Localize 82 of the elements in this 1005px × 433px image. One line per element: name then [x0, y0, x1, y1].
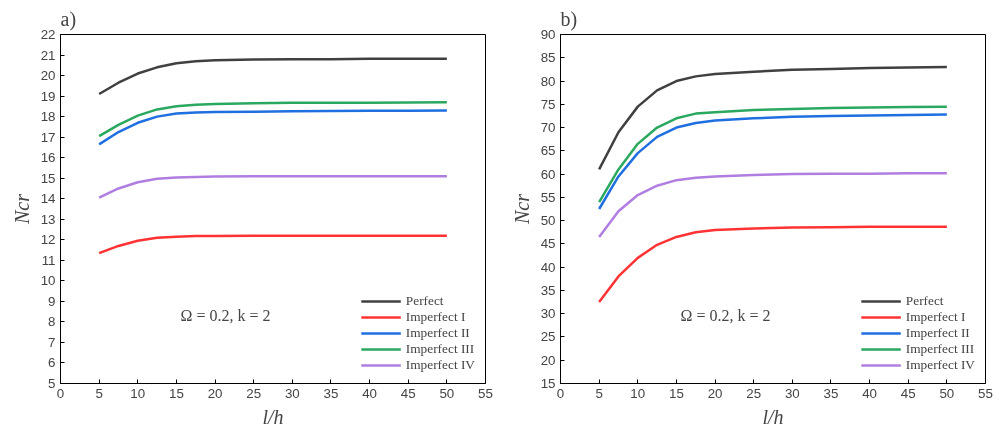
y-tick-label: 11: [41, 252, 56, 268]
y-axis-title: Ncr: [10, 193, 33, 225]
line-series: [97, 234, 449, 255]
annotation: Ω = 0.2, k = 2: [680, 306, 771, 324]
x-tick-label: 30: [784, 385, 800, 401]
chart-title: b): [560, 7, 578, 31]
x-tick-label: 25: [746, 385, 762, 401]
y-tick-label: 7: [48, 334, 56, 350]
y-tick-label: 60: [540, 166, 556, 182]
y-tick-label: 30: [540, 306, 556, 322]
y-tick-label: 20: [540, 352, 556, 368]
y-tick-label: 80: [540, 73, 556, 89]
y-tick-label: 55: [540, 189, 556, 205]
legend-label: Imperfect I: [405, 309, 466, 325]
line-series: [97, 174, 449, 199]
y-tick-label: 75: [540, 96, 556, 112]
y-tick-label: 10: [40, 273, 56, 289]
y-tick-label: 6: [48, 355, 56, 371]
line-series: [597, 225, 949, 304]
line-series: [97, 109, 449, 146]
x-tick-label: 50: [439, 385, 455, 401]
x-tick-label: 0: [556, 385, 565, 401]
legend-label: Imperfect II: [405, 325, 470, 341]
x-tick-label: 55: [478, 385, 493, 401]
y-tick-label: 18: [40, 109, 56, 125]
y-tick-label: 17: [40, 129, 56, 145]
line-series: [97, 57, 449, 96]
y-tick-label: 22: [40, 27, 56, 42]
y-tick-label: 14: [40, 191, 57, 207]
x-tick-label: 45: [400, 385, 416, 401]
y-tick-label: 45: [540, 236, 556, 252]
x-tick-label: 25: [246, 385, 262, 401]
x-axis-title: l/h: [262, 405, 284, 428]
x-tick-label: 35: [823, 385, 839, 401]
line-series: [597, 65, 949, 171]
x-tick-label: 40: [862, 385, 878, 401]
y-tick-label: 50: [540, 213, 556, 229]
y-tick-label: 8: [48, 314, 56, 330]
x-tick-label: 5: [595, 385, 603, 401]
x-tick-label: 45: [900, 385, 916, 401]
x-tick-label: 15: [669, 385, 684, 401]
y-tick-label: 70: [540, 120, 556, 136]
line-series: [97, 101, 449, 138]
x-tick-label: 10: [630, 385, 646, 401]
x-axis-title: l/h: [762, 405, 784, 428]
y-tick-label: 15: [40, 170, 56, 186]
chart-title: a): [60, 7, 77, 31]
y-tick-label: 20: [40, 68, 56, 84]
legend-label: Imperfect I: [905, 309, 966, 325]
x-tick-label: 55: [978, 385, 993, 401]
x-tick-label: 35: [323, 385, 339, 401]
y-axis-title: Ncr: [510, 193, 533, 225]
x-tick-label: 20: [707, 385, 723, 401]
x-tick-label: 0: [56, 385, 65, 401]
y-tick-label: 16: [40, 150, 56, 166]
legend-label: Imperfect III: [405, 341, 475, 357]
legend-label: Imperfect IV: [405, 357, 475, 373]
legend-label: Imperfect III: [905, 341, 975, 357]
legend-label: Imperfect IV: [905, 357, 975, 373]
x-tick-label: 10: [130, 385, 146, 401]
x-tick-label: 40: [362, 385, 378, 401]
line-series: [597, 171, 949, 239]
y-tick-label: 13: [40, 211, 56, 227]
annotation: Ω = 0.2, k = 2: [180, 306, 271, 324]
y-tick-label: 40: [540, 259, 556, 275]
y-tick-label: 25: [540, 329, 556, 345]
y-tick-label: 90: [540, 27, 556, 42]
x-tick-label: 20: [207, 385, 223, 401]
y-tick-label: 85: [540, 50, 556, 66]
x-tick-label: 5: [95, 385, 103, 401]
legend-label: Perfect: [905, 293, 944, 309]
y-tick-label: 19: [40, 88, 56, 104]
y-tick-label: 65: [540, 143, 556, 159]
x-tick-label: 30: [284, 385, 300, 401]
legend-label: Imperfect II: [905, 325, 970, 341]
x-tick-label: 50: [939, 385, 955, 401]
x-tick-label: 15: [169, 385, 184, 401]
y-tick-label: 12: [40, 232, 56, 248]
legend-label: Perfect: [405, 293, 444, 309]
y-tick-label: 35: [540, 282, 556, 298]
y-tick-label: 9: [48, 293, 56, 309]
y-tick-label: 21: [40, 47, 56, 63]
